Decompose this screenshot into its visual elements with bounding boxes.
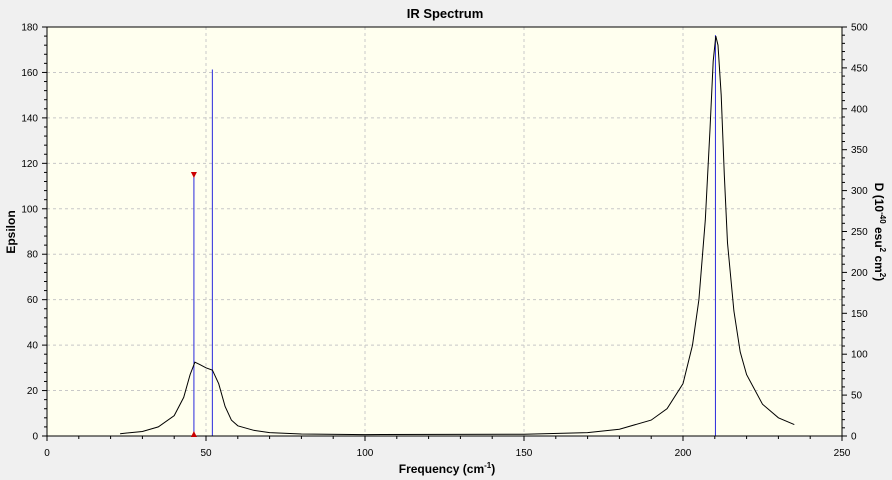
y-tick-label: 140: [21, 113, 38, 124]
y2-label-part-3: 2: [878, 248, 887, 253]
y2-tick-label: 300: [851, 186, 868, 197]
grid: [47, 27, 842, 436]
y2-tick-label: 0: [851, 432, 857, 443]
y2-label-part-5: 2: [878, 273, 887, 278]
x-tick-label: 250: [834, 448, 851, 459]
y-tick-label: 60: [27, 295, 39, 306]
marker: [190, 172, 197, 437]
x-tick-label: 0: [44, 448, 50, 459]
y-tick-label: 40: [27, 341, 39, 352]
y2-tick-label: 500: [851, 23, 868, 34]
x-tick-label: 200: [675, 448, 692, 459]
y2-axis-label: D (10-40 esu2 cm2): [872, 183, 887, 282]
selected-peak-marker-top: [190, 172, 197, 179]
y2-tick-label: 100: [851, 350, 868, 361]
stick-series: [193, 35, 716, 436]
y2-tick-label: 150: [851, 309, 868, 320]
y2-tick-label: 200: [851, 268, 868, 279]
y2-tick-label: 350: [851, 145, 868, 156]
y2-label-part-0: D (10: [872, 183, 886, 213]
y-axis-label: Epsilon: [4, 210, 18, 253]
y-tick-label: 100: [21, 204, 38, 215]
y-tick-label: 180: [21, 23, 38, 34]
y2-tick-label: 50: [851, 391, 863, 402]
axes: [42, 26, 847, 441]
spectrum-line: [120, 35, 795, 436]
y2-label-part-1: -40: [878, 212, 887, 224]
y2-tick-label: 400: [851, 104, 868, 115]
y-tick-label: 120: [21, 159, 38, 170]
selected-peak-marker-bottom: [190, 431, 197, 437]
y2-tick-label: 250: [851, 227, 868, 238]
chart-title: IR Spectrum: [407, 6, 484, 21]
x-tick-label: 100: [357, 448, 374, 459]
y-tick-label: 80: [27, 250, 39, 261]
y-tick-label: 0: [32, 432, 38, 443]
x-axis-label-main: Frequency (cm: [399, 462, 484, 476]
x-tick-label: 150: [516, 448, 533, 459]
x-axis-label-sup: -1: [484, 461, 492, 470]
x-tick-label: 50: [200, 448, 212, 459]
plot-area: [47, 27, 842, 436]
x-axis-label-end: ): [491, 462, 495, 476]
y-tick-label: 20: [27, 386, 39, 397]
y2-label-part-4: cm: [872, 252, 886, 273]
y2-tick-label: 450: [851, 63, 868, 74]
x-axis-label: Frequency (cm-1): [399, 461, 495, 476]
tick-labels: 0 50 100 150 200 2500204060801001201401601800…: [21, 23, 868, 460]
y2-label-part-6: ): [872, 277, 886, 281]
y2-label-part-2: esu: [872, 224, 886, 248]
y-tick-label: 160: [21, 68, 38, 79]
